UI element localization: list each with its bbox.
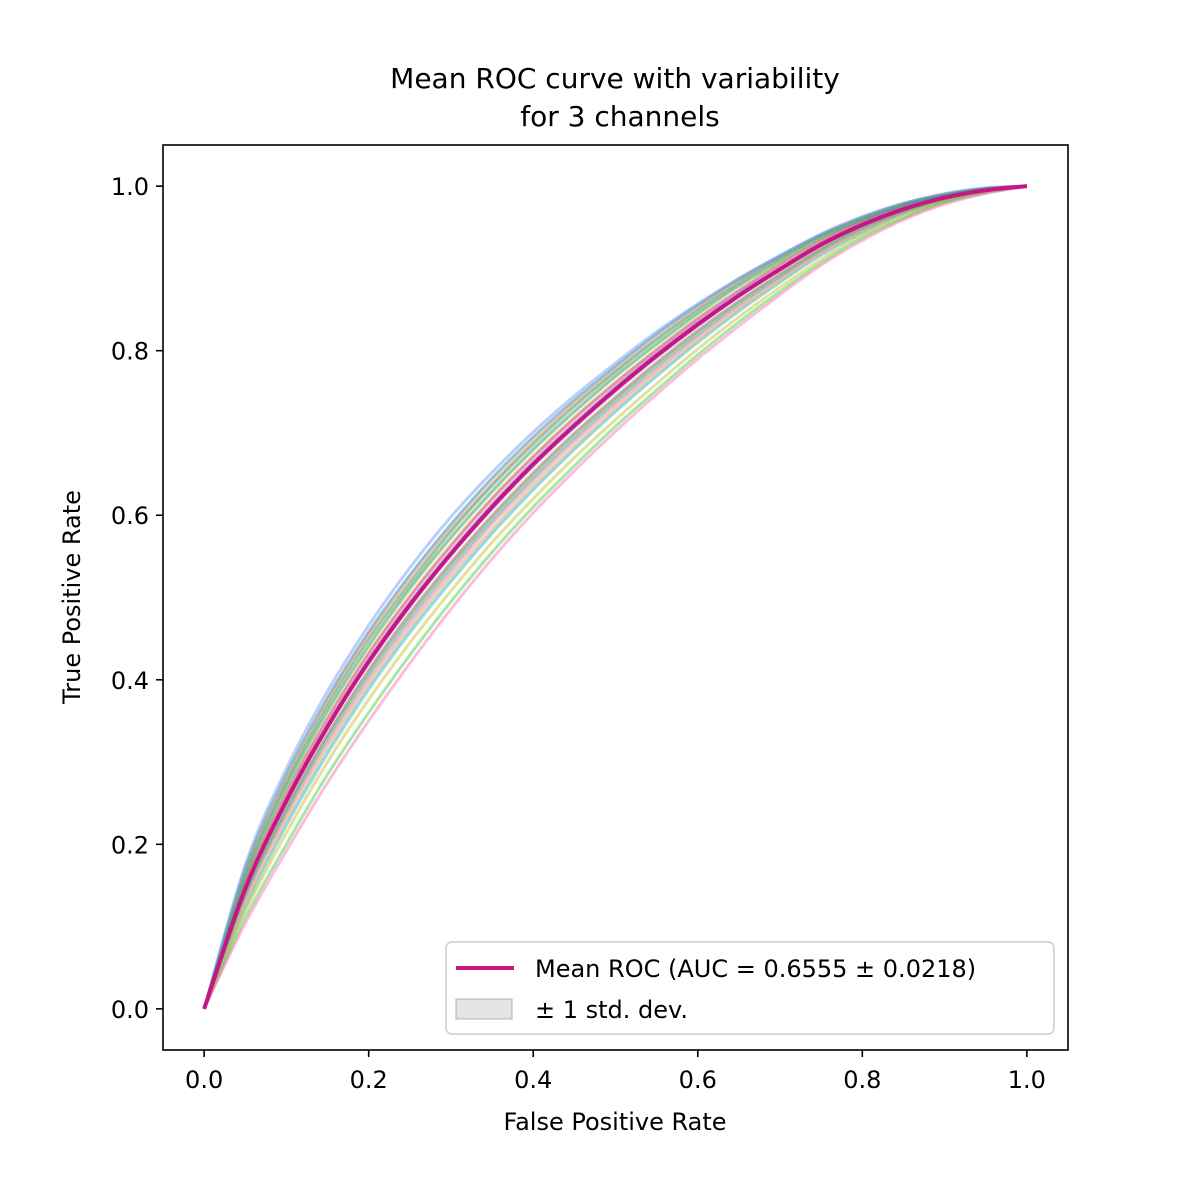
chart-title-line2: for 3 channels <box>520 100 720 133</box>
plot-area <box>202 184 1028 1010</box>
roc-curve-12 <box>202 184 1028 1010</box>
mean-roc-curve <box>202 184 1028 1010</box>
y-axis-ticks: 0.0 0.2 0.4 0.6 0.8 1.0 <box>111 173 163 1024</box>
legend-std-label: ± 1 std. dev. <box>535 996 688 1024</box>
roc-curve-14 <box>202 184 1028 1010</box>
y-tick-label: 0.6 <box>111 502 149 530</box>
y-tick-label: 0.4 <box>111 667 149 695</box>
roc-curve-16 <box>202 184 1028 1010</box>
roc-curve-11 <box>202 184 1027 1010</box>
x-axis-ticks: 0.0 0.2 0.4 0.6 0.8 1.0 <box>185 1050 1046 1094</box>
roc-curve-1 <box>202 184 1027 1010</box>
roc-curve-8 <box>202 184 1028 1010</box>
roc-curve-9 <box>202 184 1028 1010</box>
chart-title-line1: Mean ROC curve with variability <box>390 62 840 95</box>
plot-frame <box>162 144 1069 1051</box>
y-tick-label: 1.0 <box>111 173 149 201</box>
x-tick-label: 0.0 <box>185 1066 223 1094</box>
roc-curve-13 <box>202 184 1027 1010</box>
x-tick-label: 0.4 <box>514 1066 552 1094</box>
roc-curve-4 <box>202 184 1027 1010</box>
roc-curve-3 <box>202 184 1027 1010</box>
legend-std-swatch <box>455 998 513 1020</box>
mean-curve-layer <box>202 184 1028 1010</box>
y-tick-label: 0.8 <box>111 338 149 366</box>
y-tick-label: 0.2 <box>111 831 149 859</box>
roc-curve-2 <box>202 184 1027 1010</box>
roc-curve-7 <box>202 184 1028 1010</box>
x-tick-label: 0.2 <box>350 1066 388 1094</box>
x-tick-label: 1.0 <box>1008 1066 1046 1094</box>
roc-curve-10 <box>202 184 1028 1010</box>
x-tick-label: 0.6 <box>679 1066 717 1094</box>
legend: Mean ROC (AUC = 0.6555 ± 0.0218) ± 1 std… <box>445 941 1055 1035</box>
legend-mean-label: Mean ROC (AUC = 0.6555 ± 0.0218) <box>535 955 976 983</box>
legend-box <box>445 941 1055 1035</box>
y-axis-label: True Positive Rate <box>58 490 86 705</box>
y-tick-label: 0.0 <box>111 996 149 1024</box>
x-tick-label: 0.8 <box>843 1066 881 1094</box>
x-axis-label: False Positive Rate <box>503 1108 726 1136</box>
